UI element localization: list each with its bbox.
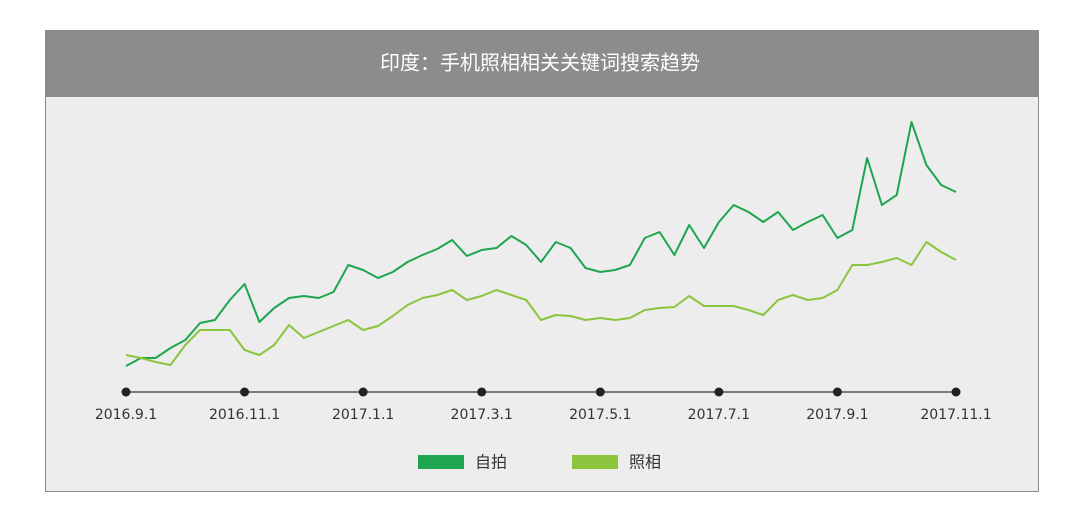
x-tick-dot [832, 387, 842, 397]
legend-swatch [418, 455, 464, 469]
x-tick-label: 2017.11.1 [920, 407, 991, 423]
legend-label: 自拍 [475, 453, 507, 472]
header [45, 30, 1039, 97]
x-tick-dot [477, 387, 487, 397]
x-tick-dot [951, 387, 961, 397]
x-tick-dot [595, 387, 605, 397]
x-tick-label: 2017.1.1 [332, 407, 394, 423]
x-tick-dot [121, 387, 131, 397]
x-tick-label: 2016.9.1 [95, 407, 157, 423]
x-tick-dot [358, 387, 368, 397]
chart-title: 印度：手机照相相关关键词搜索趋势 [380, 51, 700, 75]
x-tick-dot [714, 387, 724, 397]
legend-label: 照相 [629, 453, 661, 472]
series-line [125, 241, 957, 366]
x-tick-label: 2017.3.1 [451, 407, 513, 423]
x-tick-label: 2017.7.1 [688, 407, 750, 423]
x-tick-label: 2016.11.1 [209, 407, 280, 423]
series-line [125, 121, 957, 367]
legend-swatch [572, 455, 618, 469]
x-tick-label: 2017.5.1 [569, 407, 631, 423]
x-tick-dot [240, 387, 250, 397]
x-tick-label: 2017.9.1 [806, 407, 868, 423]
